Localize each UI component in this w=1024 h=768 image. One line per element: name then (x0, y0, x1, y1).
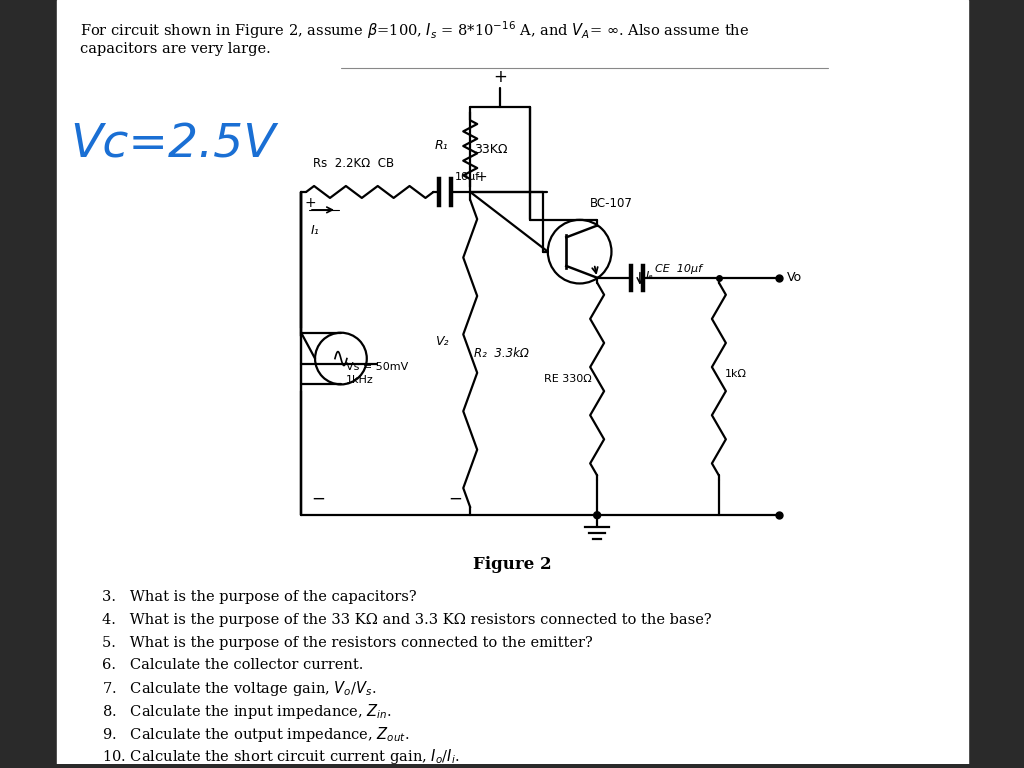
Text: +: + (475, 170, 486, 184)
Text: +: + (494, 68, 507, 85)
Text: 8.   Calculate the input impedance, $Z_{in}$.: 8. Calculate the input impedance, $Z_{in… (102, 702, 392, 720)
Text: −: − (311, 489, 325, 508)
Text: 1kΩ: 1kΩ (725, 369, 746, 379)
Text: 4.   What is the purpose of the 33 KΩ and 3.3 KΩ resistors connected to the base: 4. What is the purpose of the 33 KΩ and … (102, 613, 712, 627)
Text: capacitors are very large.: capacitors are very large. (80, 41, 271, 56)
Text: R₁: R₁ (435, 139, 449, 152)
Text: −: − (449, 489, 462, 508)
Text: +: + (304, 196, 315, 210)
Text: Rs  2.2KΩ  CB: Rs 2.2KΩ CB (313, 157, 394, 170)
Text: 6.   Calculate the collector current.: 6. Calculate the collector current. (102, 658, 364, 673)
Text: 33KΩ: 33KΩ (474, 143, 508, 156)
Text: 9.   Calculate the output impedance, $Z_{out}$.: 9. Calculate the output impedance, $Z_{o… (102, 724, 410, 743)
Text: I₁: I₁ (311, 223, 319, 237)
Text: 5.   What is the purpose of the resistors connected to the emitter?: 5. What is the purpose of the resistors … (102, 636, 593, 650)
Bar (57, 0, 968, 764)
Text: Vc=2.5V: Vc=2.5V (71, 123, 276, 167)
Text: Iₑ: Iₑ (646, 271, 653, 281)
Text: R₂  3.3kΩ: R₂ 3.3kΩ (474, 347, 529, 360)
Text: BC-107: BC-107 (590, 197, 633, 210)
Text: 7.   Calculate the voltage gain, $V_o$/$V_s$.: 7. Calculate the voltage gain, $V_o$/$V_… (102, 679, 377, 698)
Text: 10. Calculate the short circuit current gain, $I_o$/$I_i$.: 10. Calculate the short circuit current … (102, 747, 460, 766)
Text: For circuit shown in Figure 2, assume $\beta$=100, $I_s$ = 8*10$^{-16}$ A, and $: For circuit shown in Figure 2, assume $\… (80, 19, 750, 41)
Text: V₂: V₂ (435, 335, 449, 348)
Text: CE  10μf: CE 10μf (654, 263, 701, 273)
Text: Vs = 50mV: Vs = 50mV (346, 362, 409, 372)
Text: 10μf: 10μf (456, 172, 480, 182)
Text: Figure 2: Figure 2 (473, 557, 551, 574)
Text: RE 330Ω: RE 330Ω (545, 374, 592, 384)
Text: Vo: Vo (786, 271, 802, 284)
Circle shape (594, 511, 601, 518)
Text: 1kHz: 1kHz (346, 376, 374, 386)
Text: 3.   What is the purpose of the capacitors?: 3. What is the purpose of the capacitors… (102, 590, 417, 604)
